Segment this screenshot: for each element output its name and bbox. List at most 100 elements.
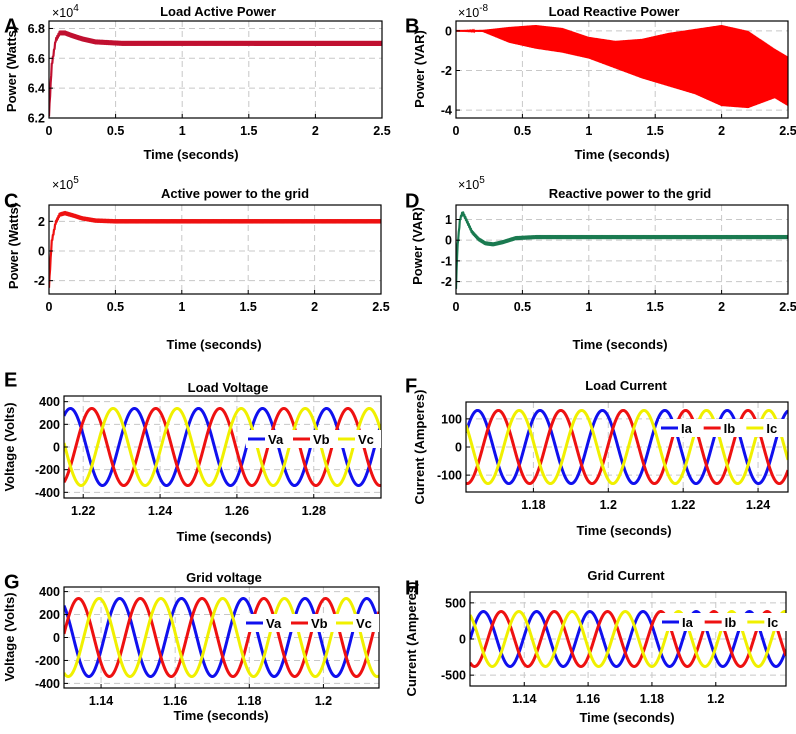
x-tick-label: 1.5 [240,300,257,314]
chart-title: Active power to the grid [161,186,309,201]
panel-h: H Grid Current 1.14 1.16 1.18 1.2 -500 0 500 Time… [404,568,788,725]
axes-box [48,20,383,119]
x-tick-label: 2 [312,124,319,138]
y-tick-label: -2 [441,64,452,78]
panel-letter: H [405,578,419,600]
exponent-power: 5 [479,175,485,186]
y-tick-label: -200 [35,463,60,477]
x-axis-label: Time (seconds) [143,147,238,162]
y-tick-label: -2 [34,274,45,288]
exponent-base: ×10 [52,178,73,192]
axis-exponent: ×105 [458,175,485,192]
legend: Ia Ib Ic [659,419,787,437]
panel-f: F Load Current 1.18 1.2 1.22 1.24 -100 0 100 Time… [405,376,789,538]
legend-label-va: Va [266,616,282,631]
x-tick-label: 1.2 [600,498,617,512]
legend: Ia Ib Ic [660,613,788,631]
y-tick-label: 0 [38,244,45,258]
series-line-q_load [456,29,788,82]
axes-box [455,20,789,119]
x-tick-label: 2 [718,124,725,138]
x-tick-label: 2.5 [779,300,796,314]
legend-label-vc: Vc [356,616,372,631]
x-tick-label: 1.5 [647,124,664,138]
y-tick-label: 500 [445,596,466,610]
x-tick-label: 2 [718,300,725,314]
x-tick-label: 1 [585,300,592,314]
panel-d: D Reactive power to the grid 0 0.5 1 1.5 2 2.5 -… [405,175,796,352]
x-tick-label: 0 [46,124,53,138]
x-tick-label: 0.5 [514,124,531,138]
x-tick-label: 2.5 [372,300,389,314]
x-axis-label: Time (seconds) [576,523,671,538]
plot-area [49,21,382,118]
x-tick-label: 1.22 [671,498,695,512]
series-group [470,610,786,668]
x-tick-label: 1.16 [163,694,187,708]
series-line-ib [466,408,788,486]
y-tick-label: 6.6 [28,52,45,66]
panel-letter: A [4,16,18,38]
y-tick-label: 6.8 [28,22,45,36]
x-tick-label: 1.18 [640,692,664,706]
chart-title: Reactive power to the grid [549,186,712,201]
x-tick-label: 1 [179,124,186,138]
x-tick-label: 1 [585,124,592,138]
y-axis-label: Voltage (Volts) [2,592,17,681]
y-tick-label: 0 [445,24,452,38]
plot-area [470,592,786,686]
panel-a: A Load Active Power 0 0.5 1 1.5 2 2.5 6.2 6.4 6.6 6… [4,3,391,162]
series-line-va [64,596,379,679]
chart-title: Load Active Power [160,4,276,19]
x-tick-label: 0.5 [107,124,124,138]
chart-title: Load Voltage [188,380,269,395]
exponent-base: ×10 [458,178,479,192]
x-tick-label: 1.2 [707,692,724,706]
y-tick-label: 200 [39,608,60,622]
y-tick-label: -100 [437,469,462,483]
x-tick-label: 1.24 [746,498,770,512]
y-tick-label: 400 [39,585,60,599]
panel-letter: E [4,370,17,392]
axis-exponent: ×10-8 [458,3,489,20]
y-axis-label: Power (Watts) [6,203,21,289]
panel-b: B Load Reactive Power 0 0.5 1 1.5 2 2.5 -4 -2 0 Tim… [405,3,796,162]
plot-area [456,205,788,294]
y-tick-label: 400 [39,395,60,409]
x-tick-label: 0 [453,124,460,138]
legend-label-ia: Ia [681,421,693,436]
x-axis-label: Time (seconds) [572,337,667,352]
y-tick-label: -500 [441,669,466,683]
y-axis-label: Power (VAR) [410,207,425,285]
y-axis-label: Current (Amperes) [404,582,419,697]
panel-letter: F [405,376,417,398]
exponent-power: 5 [73,175,79,186]
panel-letter: G [4,572,20,594]
x-tick-label: 1.28 [302,504,326,518]
y-tick-label: 0 [53,631,60,645]
legend: Va Vb Vc [246,430,381,448]
x-tick-label: 2.5 [373,124,390,138]
y-axis-label: Power (Watts) [4,26,19,112]
legend-label-vb: Vb [311,616,328,631]
panel-letter: D [405,191,419,213]
x-tick-label: 0 [46,300,53,314]
axes-box [455,204,789,295]
y-tick-label: 6.2 [28,112,45,126]
exponent-base: ×10 [458,6,479,20]
y-tick-label: -400 [35,486,60,500]
series-group [49,210,381,288]
x-tick-label: 1.24 [148,504,172,518]
x-tick-label: 1.5 [240,124,257,138]
legend-label-vc: Vc [358,432,374,447]
series-group [64,596,379,679]
x-tick-label: 1.14 [89,694,113,708]
series-line-ia [470,610,786,668]
series-line-p_grid [49,210,381,288]
x-tick-label: 0 [453,300,460,314]
y-tick-label: -4 [441,104,452,118]
y-tick-label: -2 [441,275,452,289]
legend-label-ic: Ic [767,615,778,630]
